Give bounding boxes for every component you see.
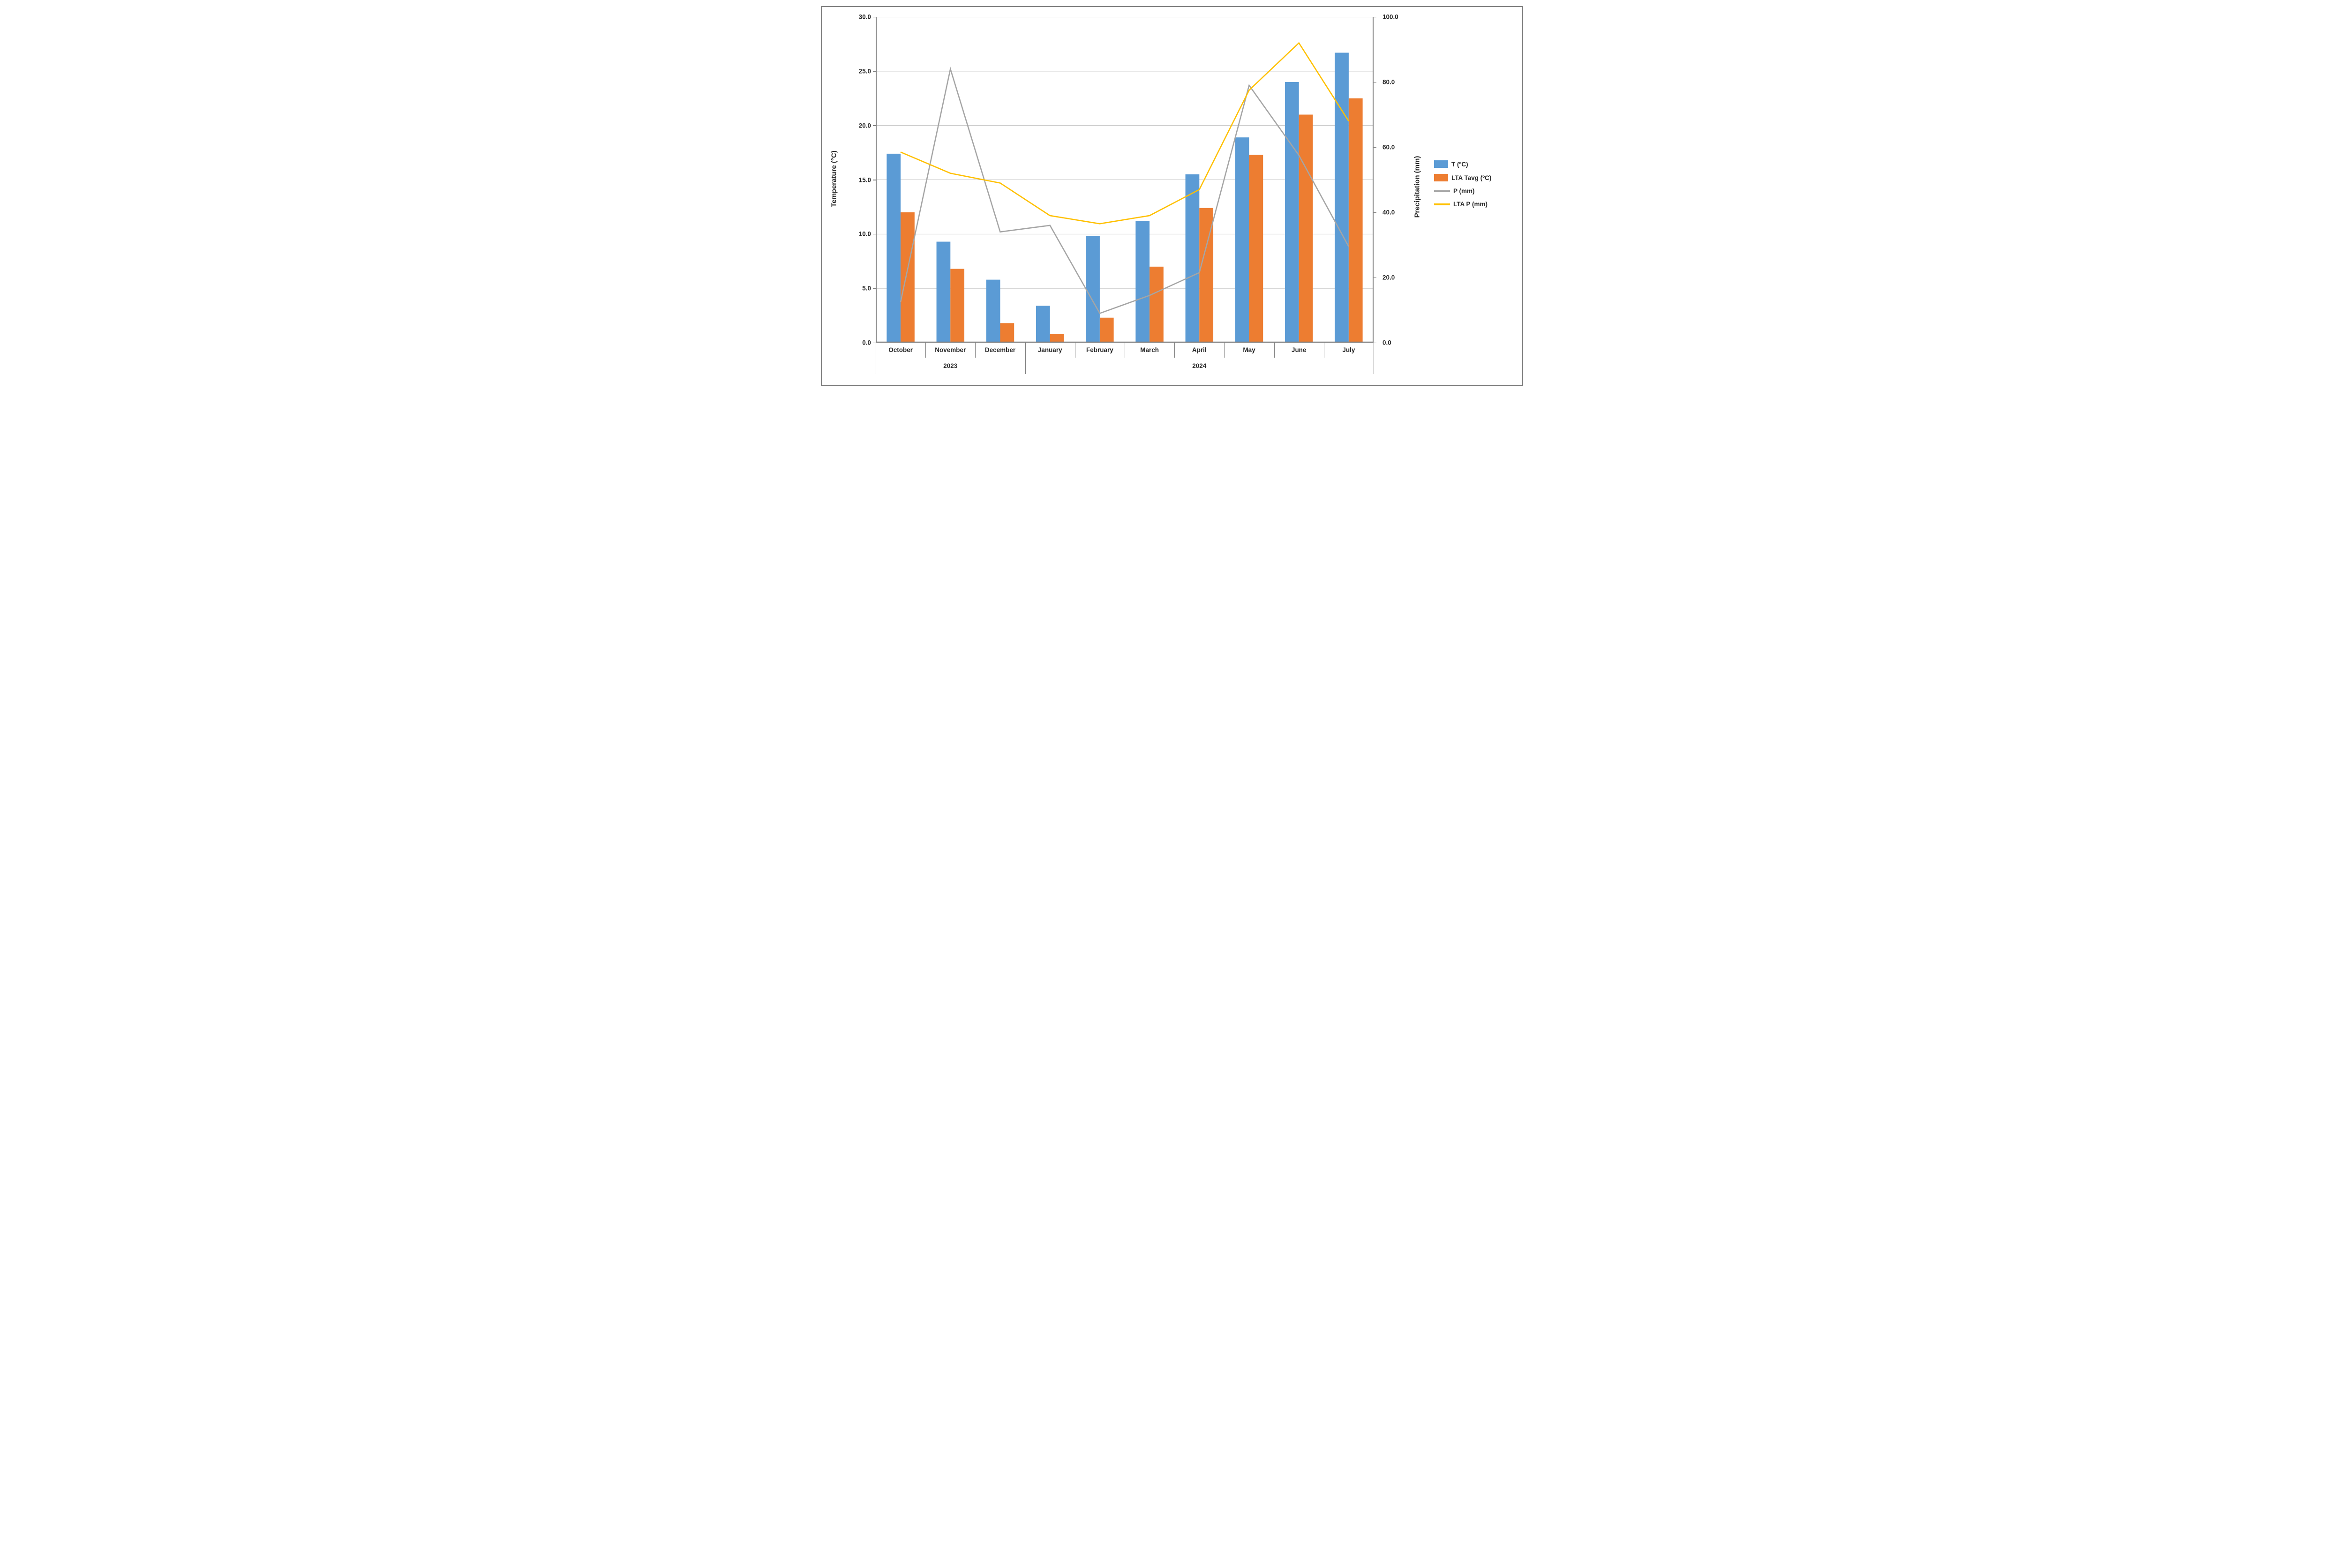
legend-bar-swatch-icon [1434,160,1448,168]
left-tick-mark [873,125,876,126]
bar-t-june [1285,82,1299,343]
bar-lta-tavg-july [1348,98,1363,343]
line-lta-p [900,42,1349,225]
month-separator [975,343,976,358]
left-tick-label-5.0: 5.0 [862,285,871,292]
legend-item-lta-tavg-c-: LTA Tavg (ºC) [1434,174,1491,181]
plot-area [876,17,1374,343]
month-label-july: July [1342,346,1355,353]
month-separator [1174,343,1175,358]
left-tick-mark [873,288,876,289]
legend-label: LTA P (mm) [1453,201,1488,208]
legend-bar-swatch-icon [1434,174,1448,181]
month-separator [1274,343,1275,358]
bar-lta-tavg-february [1099,317,1114,343]
month-label-april: April [1192,346,1207,353]
bar-lta-tavg-may [1249,155,1263,343]
bar-lta-tavg-october [901,212,915,343]
left-tick-mark [873,233,876,235]
legend-label: P (mm) [1453,188,1475,195]
bar-lta-tavg-november [950,269,965,343]
year-label-2024: 2024 [1192,362,1207,369]
right-tick-mark [1374,82,1376,83]
climate-chart-figure: 30.0 25.0 20.0 15.0 10.0 5.0 0.0 100.0 80.0 60.0… [814,0,1530,392]
left-axis-title: Temperature (°C) [830,150,838,207]
bar-t-november [936,241,951,343]
month-label-june: June [1291,346,1307,353]
left-tick-label-30.0: 30.0 [858,13,871,21]
month-label-december: December [984,346,1016,353]
month-label-february: February [1086,346,1113,353]
left-tick-label-15.0: 15.0 [858,176,871,183]
right-tick-mark [1374,342,1376,343]
chart-legend: T (ºC) LTA Tavg (ºC) P (mm) LTA P (mm) [1434,160,1491,208]
right-tick-label-20.0: 20.0 [1382,274,1395,281]
bar-t-december [986,279,1000,343]
right-tick-label-0.0: 0.0 [1382,339,1391,346]
bar-t-february [1086,236,1100,343]
bar-lta-tavg-march [1149,266,1164,343]
right-tick-label-40.0: 40.0 [1382,209,1395,216]
left-tick-label-10.0: 10.0 [858,230,871,238]
right-tick-mark [1374,212,1376,213]
bar-t-march [1135,221,1150,343]
bar-t-april [1185,174,1200,343]
month-label-november: November [935,346,966,353]
bar-lta-tavg-january [1050,334,1064,343]
month-separator [1224,343,1225,358]
right-tick-label-60.0: 60.0 [1382,143,1395,151]
year-label-2023: 2023 [943,362,958,369]
bar-lta-tavg-june [1299,114,1313,343]
left-tick-mark [873,16,876,17]
bar-t-may [1235,137,1249,343]
left-tick-label-25.0: 25.0 [858,68,871,75]
month-separator [925,343,926,358]
legend-item-lta-p-mm-: LTA P (mm) [1434,201,1491,208]
left-tick-label-0.0: 0.0 [862,339,871,346]
bar-t-july [1335,53,1349,343]
year-separator [1025,343,1026,374]
right-tick-label-80.0: 80.0 [1382,78,1395,86]
line-p [900,67,1350,315]
right-tick-label-100.0: 100.0 [1382,13,1398,21]
left-tick-label-20.0: 20.0 [858,121,871,129]
left-tick-mark [873,71,876,72]
legend-item-t-c-: T (ºC) [1434,160,1491,168]
left-tick-mark [873,342,876,343]
bar-lta-tavg-december [1000,323,1014,343]
right-axis-title: Precipitation (mm) [1413,156,1421,218]
legend-line-swatch-icon [1434,203,1450,205]
right-tick-mark [1374,147,1376,148]
bar-t-january [1036,306,1050,343]
right-tick-mark [1374,16,1376,17]
month-label-march: March [1140,346,1159,353]
legend-item-p-mm-: P (mm) [1434,188,1491,195]
legend-label: T (ºC) [1451,160,1468,168]
legend-line-swatch-icon [1434,190,1450,192]
legend-label: LTA Tavg (ºC) [1451,174,1492,181]
month-label-october: October [888,346,913,353]
month-label-may: May [1243,346,1255,353]
month-label-january: January [1037,346,1062,353]
bar-t-october [887,153,901,343]
